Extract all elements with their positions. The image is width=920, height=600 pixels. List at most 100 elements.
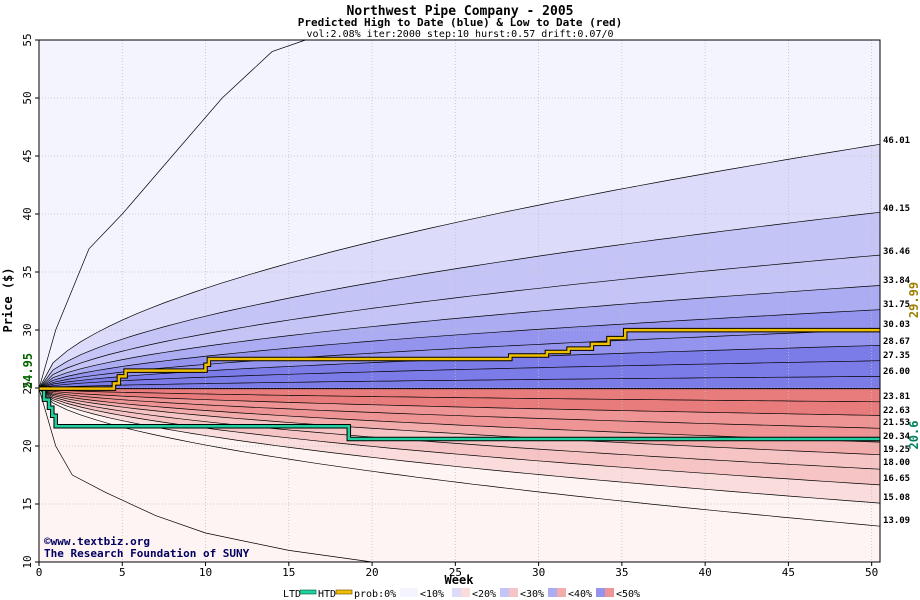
legend-item-30: <30% (520, 589, 544, 600)
low-to-date-label: 20.6 (907, 421, 920, 450)
y-tick-label: 35 (21, 265, 34, 278)
legend-ltd-swatch (299, 589, 317, 595)
y-tick-label: 20 (21, 439, 34, 452)
curve-end-label: 46.01 (883, 136, 910, 146)
legend-swatch-20-red (509, 588, 518, 597)
curve-end-label: 15.08 (883, 493, 910, 503)
x-tick-label: 45 (782, 566, 795, 579)
outer-envelope (38, 39, 306, 389)
upper-band (39, 212, 880, 389)
curve-end-label: 13.09 (883, 516, 910, 526)
curve-end-label: 28.67 (883, 337, 910, 347)
x-tick-label: 15 (282, 566, 295, 579)
upper-band (39, 345, 880, 389)
percentile-curve (38, 254, 881, 389)
upper-band (39, 255, 880, 389)
legend-swatch-10-red (461, 588, 470, 597)
lower-band-outer (39, 388, 880, 562)
upper-band (39, 144, 880, 389)
curve-end-label: 30.03 (883, 320, 910, 330)
chart-title: Northwest Pipe Company - 2005 (347, 4, 574, 19)
percentile-curve (38, 388, 881, 416)
y-tick-label: 55 (21, 33, 34, 46)
x-tick-label: 40 (699, 566, 712, 579)
legend-item-50: <50% (616, 589, 640, 600)
y-tick-label: 15 (21, 497, 34, 510)
curve-end-label: 27.35 (883, 351, 910, 361)
y-tick-label: 25 (21, 381, 34, 394)
curve-end-label: 36.46 (883, 247, 910, 257)
x-tick-label: 30 (532, 566, 545, 579)
upper-band (39, 360, 880, 389)
legend-htd-label: HTD (318, 589, 336, 600)
x-tick-label: 25 (449, 566, 462, 579)
legend-swatch-30-red (557, 588, 566, 597)
legend-swatch-10-blue (452, 588, 461, 597)
hi-lo-series (39, 327, 880, 442)
percentile-curve (38, 360, 881, 389)
y-tick-label: 30 (21, 323, 34, 336)
y-axis-ticks: 10 15 20 25 30 35 40 45 50 55 (21, 33, 39, 569)
upper-band-core (39, 376, 880, 389)
legend-prob-label: prob:0% (354, 589, 396, 600)
legend-item-10: <10% (420, 589, 444, 600)
legend-item-40: <40% (568, 589, 592, 600)
percentile-curve (38, 376, 881, 389)
curve-end-label: 23.81 (883, 392, 910, 402)
probability-bands (39, 40, 880, 562)
legend-swatch-20-blue (500, 588, 509, 597)
legend-htd-swatch (335, 589, 353, 595)
curve-end-label: 16.65 (883, 474, 910, 484)
chart-subtitle: Predicted High to Date (blue) & Low to D… (298, 16, 623, 29)
percentile-curve (38, 211, 881, 389)
percentile-curve (38, 388, 881, 456)
percentile-curve (38, 143, 881, 389)
credit-line-1: ©www.textbiz.org (44, 535, 150, 548)
x-tick-label: 50 (865, 566, 878, 579)
percentile-curve (38, 388, 881, 470)
lower-band (39, 388, 880, 443)
y-axis-label: Price ($) (1, 267, 15, 332)
credit-line-2: The Research Foundation of SUNY (44, 547, 250, 560)
curve-end-label: 33.84 (883, 276, 911, 286)
outer-envelope (38, 388, 373, 563)
curve-end-label: 40.15 (883, 204, 910, 214)
y-tick-label: 50 (21, 91, 34, 104)
y-tick-label: 10 (21, 555, 34, 568)
chart-params: vol:2.08% iter:2000 step:10 hurst:0.57 d… (306, 29, 613, 40)
x-axis-label: Week (445, 573, 475, 587)
x-tick-label: 0 (36, 566, 43, 579)
curve-end-label: 18.00 (883, 458, 910, 468)
right-curve-labels: 46.01 40.15 36.46 33.84 31.75 30.03 28.67 27.35… (883, 136, 911, 526)
percentile-curve (38, 329, 881, 389)
lower-band (39, 388, 880, 485)
percentile-curve (38, 309, 881, 389)
legend-swatch-40-blue (596, 588, 605, 597)
lower-band (39, 388, 880, 504)
curve-end-label: 22.63 (883, 406, 910, 416)
lower-band (39, 388, 880, 416)
lower-band (39, 388, 880, 527)
curve-end-label: 20.34 (883, 432, 911, 442)
legend-ltd-label: LTD (283, 589, 301, 600)
start-price-label: 24.95 (21, 353, 35, 389)
y-tick-label: 40 (21, 207, 34, 220)
upper-band (39, 285, 880, 389)
legend: LTD HTD prob:0% <10% <20% <30% <40% <50% (283, 588, 640, 600)
upper-band (39, 329, 880, 389)
plot-frame (38, 39, 881, 563)
percentile-curve (38, 388, 881, 504)
percentile-curve (38, 388, 881, 527)
htd-series (39, 328, 880, 390)
lower-band (39, 388, 880, 402)
percentile-curves (38, 39, 881, 563)
x-tick-label: 10 (199, 566, 212, 579)
x-tick-label: 35 (615, 566, 628, 579)
high-to-date-label: 29.99 (907, 282, 920, 318)
legend-swatch-40-red (605, 588, 614, 597)
x-tick-label: 5 (119, 566, 126, 579)
curve-end-label: 21.53 (883, 418, 910, 428)
percentile-curve (38, 388, 881, 429)
legend-swatch-0 (400, 588, 418, 597)
